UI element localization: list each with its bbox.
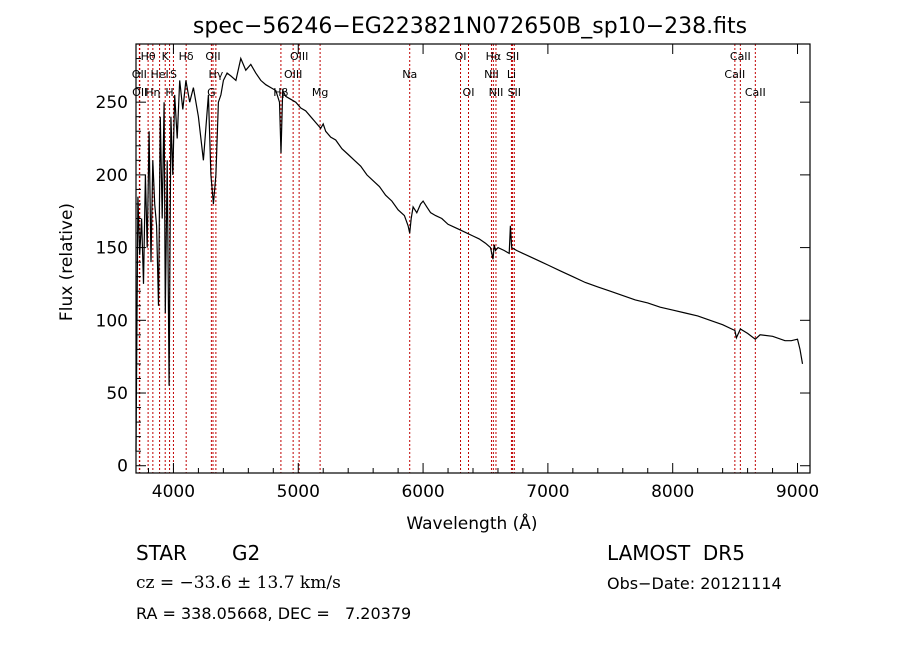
- y-tick-label: 150: [96, 239, 128, 259]
- y-axis: 0 50 100 150 200 250: [96, 43, 810, 477]
- line-label-23: Li: [507, 68, 516, 81]
- line-label-19: Hα: [486, 50, 502, 63]
- line-label-3: K: [162, 50, 170, 63]
- line-label-15: Na: [402, 68, 417, 81]
- line-label-24: SII: [508, 86, 521, 99]
- line-label-0: Hθ: [141, 50, 156, 63]
- y-tick-label: 100: [96, 311, 128, 331]
- spectral-line-markers: [138, 44, 756, 473]
- line-label-26: CaII: [724, 68, 745, 81]
- x-tick-label: 5000: [277, 482, 320, 502]
- observation-date: Obs−Date: 20121114: [607, 574, 782, 593]
- line-label-21: NII: [489, 86, 504, 99]
- x-tick-label: 8000: [651, 482, 694, 502]
- line-label-10: Hγ: [208, 68, 223, 81]
- x-tick-label: 6000: [401, 482, 444, 502]
- line-label-8: H: [165, 86, 173, 99]
- line-label-13: OIII: [284, 68, 302, 81]
- line-label-18: OI: [463, 86, 475, 99]
- line-label-4: HeI: [150, 68, 168, 81]
- y-tick-label: 50: [106, 384, 128, 404]
- line-label-27: CaII: [745, 86, 766, 99]
- line-label-22: SII: [506, 50, 519, 63]
- line-label-12: OIII: [290, 50, 308, 63]
- y-tick-label: 200: [96, 166, 128, 186]
- sky-coordinates: RA = 338.05668, DEC = 7.20379: [136, 604, 412, 623]
- line-label-5: Hη: [145, 86, 160, 99]
- x-axis: 4000 5000 6000 7000 8000 9000: [147, 44, 819, 502]
- x-axis-label: Wavelength (Å): [406, 512, 537, 534]
- chart-title: spec−56246−EG223821N072650B_sp10−238.fit…: [193, 14, 747, 39]
- x-tick-label: 4000: [152, 482, 195, 502]
- spectrum-line: [135, 56, 804, 452]
- spectral-subclass: G2: [232, 541, 261, 565]
- y-tick-label: 250: [96, 93, 128, 113]
- redshift-velocity: cz = −33.6 ± 13.7 km/s: [136, 573, 341, 593]
- object-type: STAR: [136, 541, 187, 565]
- line-label-16: Mg: [312, 86, 328, 99]
- x-tick-label: 7000: [526, 482, 569, 502]
- y-tick-label: 0: [117, 457, 128, 477]
- line-label-17: OI: [455, 50, 467, 63]
- line-label-11: G: [207, 86, 216, 99]
- line-label-7: S: [170, 68, 177, 81]
- line-label-9: OII: [205, 50, 220, 63]
- x-tick-label: 9000: [776, 482, 819, 502]
- line-label-25: CaII: [730, 50, 751, 63]
- survey-release: LAMOST DR5: [607, 541, 745, 565]
- y-axis-label: Flux (relative): [57, 203, 77, 321]
- line-label-6: Hδ: [179, 50, 194, 63]
- plot-frame: [135, 43, 811, 474]
- line-label-20: NII: [484, 68, 499, 81]
- line-label-1: OII: [132, 68, 147, 81]
